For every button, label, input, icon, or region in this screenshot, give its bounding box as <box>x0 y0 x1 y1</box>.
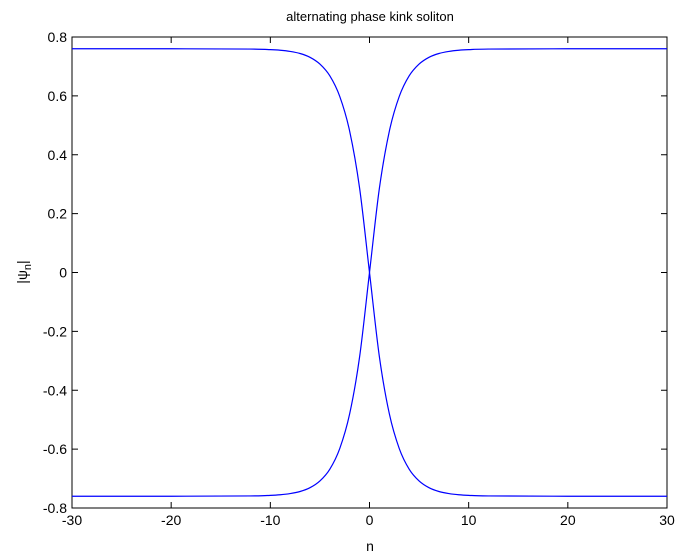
y-axis-label-close: | <box>14 260 30 264</box>
x-tick-label: 0 <box>366 512 374 528</box>
y-axis-label-main: |ψ <box>14 270 30 284</box>
y-tick-label: -0.6 <box>43 441 67 457</box>
y-tick-label: 0.2 <box>48 206 68 222</box>
y-tick-label: 0.8 <box>48 29 68 45</box>
y-tick-label: 0.6 <box>48 88 68 104</box>
series-line-2 <box>71 48 668 497</box>
y-tick-label: -0.4 <box>43 382 67 398</box>
y-tick-label: -0.2 <box>43 323 67 339</box>
x-tick-label: -30 <box>62 512 82 528</box>
y-tick-label: 0.4 <box>48 147 68 163</box>
x-tick-label: 10 <box>461 512 477 528</box>
x-tick-labels: -30 -20 -10 0 10 20 30 <box>62 512 675 528</box>
x-tick-label: 30 <box>659 512 675 528</box>
x-tick-label: -10 <box>260 512 280 528</box>
y-tick-label: 0 <box>59 265 67 281</box>
x-tick-label: 20 <box>560 512 576 528</box>
y-tick-labels: -0.8 -0.6 -0.4 -0.2 0 0.2 0.4 0.6 0.8 <box>43 29 67 516</box>
y-tick-label: -0.8 <box>43 500 67 516</box>
x-axis-label: n <box>366 538 374 554</box>
chart-title: alternating phase kink soliton <box>286 9 454 24</box>
series-group <box>71 48 668 497</box>
y-axis-label: |ψn| <box>14 260 34 283</box>
x-tick-label: -20 <box>161 512 181 528</box>
axis-ticks <box>71 36 668 509</box>
y-axis-label-sub: n <box>22 264 34 270</box>
